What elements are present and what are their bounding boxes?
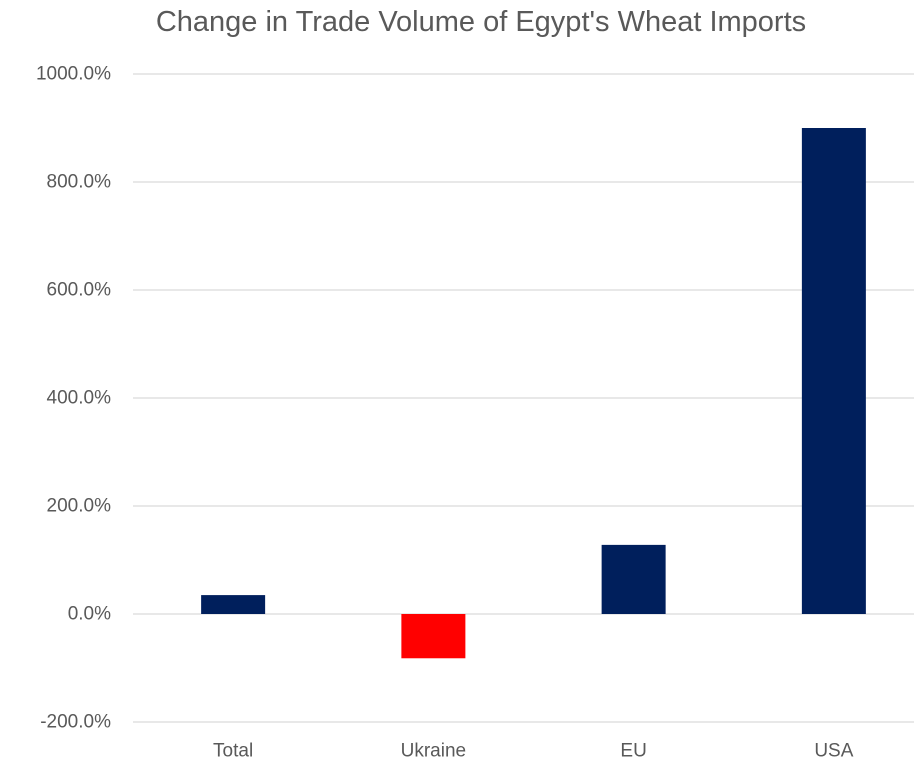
y-tick-label: 400.0%	[47, 388, 112, 409]
x-tick-label-usa: USA	[814, 741, 853, 762]
bar-usa	[801, 128, 866, 614]
bar-eu	[601, 544, 666, 614]
bar-ukraine	[401, 614, 466, 659]
bar-total	[201, 595, 266, 614]
gridlines	[133, 73, 914, 723]
x-tick-label-ukraine: Ukraine	[401, 741, 466, 762]
y-tick-label: 200.0%	[47, 496, 112, 517]
y-tick-label: -200.0%	[40, 712, 111, 733]
y-tick-label: 0.0%	[68, 604, 111, 625]
y-axis-tick-labels: -200.0% 0.0% 200.0% 400.0% 600.0% 800.0% 1000.…	[36, 64, 111, 733]
y-tick-label: 1000.0%	[36, 64, 111, 85]
chart-title: Change in Trade Volume of Egypt's Wheat …	[155, 6, 807, 38]
y-tick-label: 600.0%	[47, 280, 112, 301]
x-tick-label-total: Total	[213, 741, 253, 762]
y-tick-label: 800.0%	[47, 172, 112, 193]
x-tick-label-eu: EU	[620, 741, 646, 762]
x-axis-category-labels: Total Ukraine EU USA	[213, 741, 854, 762]
bars	[201, 128, 866, 659]
